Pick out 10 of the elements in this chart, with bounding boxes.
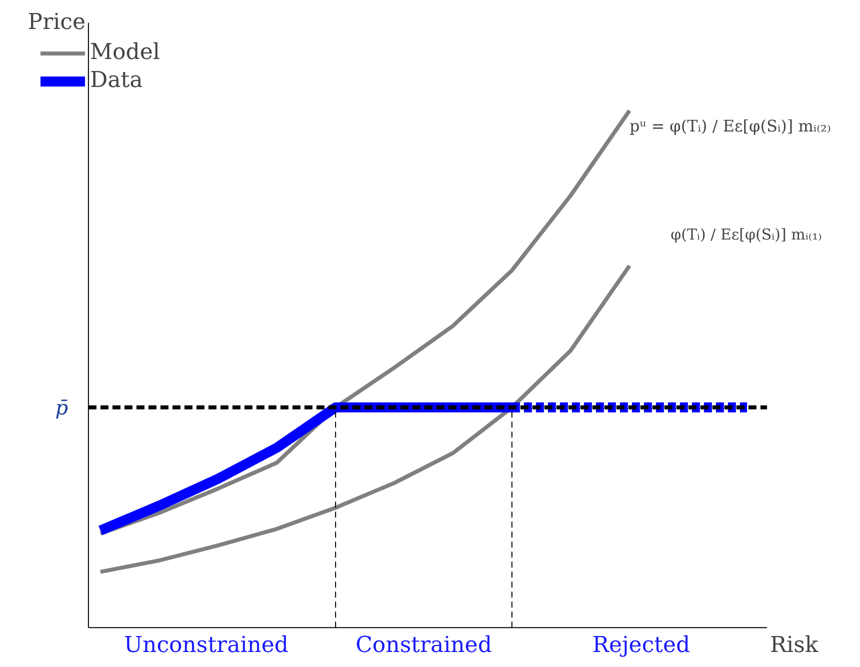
text: Rejected — [592, 632, 690, 658]
x-axis-title: Risk — [770, 632, 819, 658]
annotation: φ(Tᵢ) / Eε[φ(Sᵢ)] mᵢ₍₁₎ — [670, 226, 822, 244]
legend-label: Data — [90, 68, 143, 93]
text: Constrained — [356, 632, 492, 658]
y-axis-title: Price — [28, 10, 86, 36]
legend-label: Model — [90, 40, 160, 65]
annotation: pᵘ = φ(Tᵢ) / Eε[φ(Sᵢ)] mᵢ₍₂₎ — [629, 116, 831, 136]
ref-line-label: p̄ — [55, 395, 68, 420]
text: Unconstrained — [124, 632, 289, 658]
